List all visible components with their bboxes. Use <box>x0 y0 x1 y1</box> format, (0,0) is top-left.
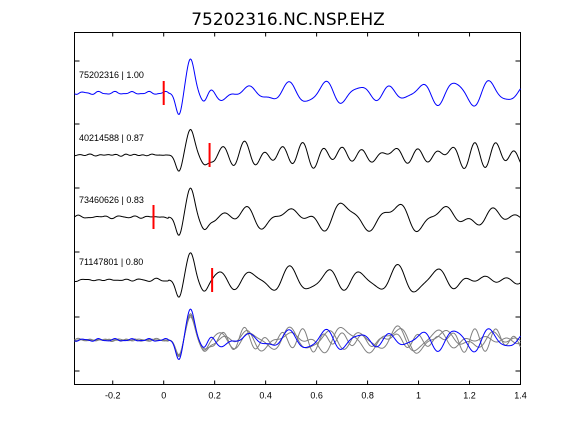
trace-label: 71147801 | 0.80 <box>79 257 143 267</box>
stacked-trace-line <box>74 316 521 356</box>
y-ticks <box>74 60 521 372</box>
trace-label: 75202316 | 1.00 <box>79 70 144 80</box>
chart-title: 75202316.NC.NSP.EHZ <box>191 10 385 30</box>
traces: 75202316 | 1.00 40214588 | 0.87 73460626 |… <box>74 58 521 298</box>
trace-line <box>74 58 521 115</box>
stacked-trace-line <box>74 313 521 358</box>
stacked-trace-line <box>74 308 521 361</box>
x-tick-label: 1.2 <box>463 391 476 401</box>
x-tick-label: 0.8 <box>361 391 374 401</box>
x-tick-label: 1 <box>416 391 421 401</box>
x-tick-label: 0.4 <box>259 391 272 401</box>
x-axis: -0.2 0 0.2 0.4 0.6 0.8 1 1.2 1.4 <box>105 32 527 401</box>
x-tick-label: 1.4 <box>514 391 527 401</box>
trace-line <box>74 252 521 298</box>
stacked-traces <box>74 308 521 361</box>
x-tick-label: 0 <box>161 391 166 401</box>
trace-line <box>74 128 521 172</box>
x-tick-label: -0.2 <box>105 391 121 401</box>
plot-frame <box>74 32 521 385</box>
x-tick-label: 0.2 <box>208 391 221 401</box>
trace-line <box>74 187 521 236</box>
stacked-trace-line <box>74 314 521 357</box>
trace-label: 40214588 | 0.87 <box>79 133 144 143</box>
trace-label: 73460626 | 0.83 <box>79 195 144 205</box>
x-tick-label: 0.6 <box>310 391 323 401</box>
